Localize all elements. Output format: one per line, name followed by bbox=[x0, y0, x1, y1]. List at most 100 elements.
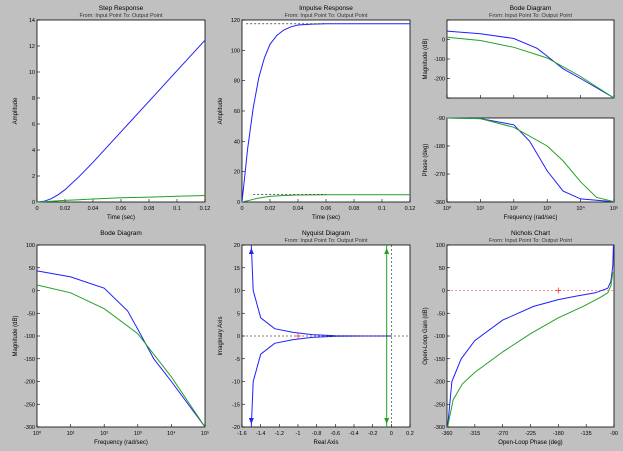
chart-subtitle: From: Input Point To: Output Point bbox=[284, 238, 368, 244]
y-tick-label: -300 bbox=[434, 425, 445, 431]
y-tick-label: 0 bbox=[237, 200, 240, 206]
y-tick-label: -300 bbox=[24, 425, 35, 431]
x-tick-label: 0.06 bbox=[321, 206, 332, 212]
y-tick-label: 8 bbox=[32, 96, 35, 102]
axes-box bbox=[36, 244, 206, 428]
series-1-green-line bbox=[36, 195, 206, 203]
axes-box bbox=[446, 244, 615, 428]
y-axis-label: Imaginary Axis bbox=[218, 316, 224, 355]
x-tick-label: -360 bbox=[441, 431, 452, 437]
y-tick-label: -15 bbox=[232, 402, 240, 408]
y-tick-label: -250 bbox=[24, 402, 35, 408]
x-axis-label: Open-Loop Phase (deg) bbox=[498, 440, 562, 446]
y-axis-label: Magnitude (dB) bbox=[423, 38, 429, 79]
y-axis-label: Amplitude bbox=[218, 97, 224, 124]
x-tick-label: 10⁴ bbox=[576, 205, 585, 212]
arrow-up-icon bbox=[384, 248, 390, 254]
x-tick-label: 0.2 bbox=[406, 431, 414, 437]
x-tick-label: -0.6 bbox=[331, 431, 340, 437]
chart-5: -360 -315 -270 -225 -180 -135 -90 -300 -250 -200 -… bbox=[423, 243, 618, 437]
chart-2-panel-0: -200 -100 0 Magnitude (dB) bbox=[423, 19, 615, 99]
chart-0: 0 0.02 0.04 0.06 0.08 0.1 0.12 0 2 4 6 8 10 12 14 Ampli… bbox=[13, 18, 210, 212]
x-tick-label: 10³ bbox=[134, 431, 142, 437]
x-tick-label: -0.2 bbox=[368, 431, 377, 437]
critical-point-marker bbox=[295, 333, 301, 339]
chart-title: Nyquist Diagram bbox=[302, 230, 350, 237]
y-tick-label: -50 bbox=[437, 311, 445, 317]
series-1-green-line bbox=[446, 117, 615, 203]
y-tick-label: -150 bbox=[24, 357, 35, 363]
chart-title: Bode Diagram bbox=[100, 230, 142, 237]
y-tick-label: 100 bbox=[231, 48, 240, 54]
series-0-blue-line bbox=[241, 23, 410, 203]
series-0-blue-line bbox=[36, 39, 206, 203]
chart-2-panel-1: 10⁰ 10¹ 10² 10³ 10⁴ 10⁵ -360 -270 -180 -90 Phase (… bbox=[423, 116, 618, 212]
x-tick-label: -270 bbox=[497, 431, 508, 437]
x-tick-label: -1.2 bbox=[275, 431, 284, 437]
x-tick-label: 0 bbox=[390, 431, 393, 437]
series-1-green-line bbox=[446, 36, 615, 99]
chart-title: Nichols Chart bbox=[511, 230, 550, 237]
x-tick-label: -90 bbox=[610, 431, 618, 437]
y-tick-label: -100 bbox=[434, 334, 445, 340]
chart-subtitle: From: Input Point To: Output Point bbox=[489, 238, 573, 244]
x-tick-label: 10⁵ bbox=[201, 430, 209, 437]
y-tick-label: 14 bbox=[29, 18, 35, 24]
x-tick-label: 0 bbox=[240, 206, 243, 212]
x-tick-label: 10⁴ bbox=[167, 430, 176, 437]
x-tick-label: 0.1 bbox=[378, 206, 386, 212]
x-tick-label: -315 bbox=[469, 431, 480, 437]
x-tick-label: 0 bbox=[35, 206, 38, 212]
y-tick-label: -200 bbox=[434, 380, 445, 386]
y-tick-label: -200 bbox=[24, 380, 35, 386]
x-axis-label: Time (sec) bbox=[107, 215, 135, 221]
chart-subtitle: From: Input Point To: Output Point bbox=[489, 13, 573, 19]
y-tick-label: -100 bbox=[434, 57, 445, 63]
y-tick-label: -150 bbox=[434, 357, 445, 363]
y-tick-label: 40 bbox=[234, 139, 240, 145]
y-tick-label: -90 bbox=[437, 116, 445, 122]
y-tick-label: -100 bbox=[24, 334, 35, 340]
x-tick-label: 10⁰ bbox=[33, 430, 42, 437]
y-tick-label: 10 bbox=[234, 289, 240, 295]
y-axis-label: Phase (deg) bbox=[423, 144, 429, 177]
y-tick-label: 0 bbox=[442, 38, 445, 44]
x-tick-label: 10² bbox=[100, 431, 108, 437]
x-tick-label: 0.06 bbox=[116, 206, 127, 212]
series-0-blue-line bbox=[446, 30, 615, 99]
x-tick-label: -0.8 bbox=[312, 431, 321, 437]
y-tick-label: 2 bbox=[32, 174, 35, 180]
y-tick-label: -360 bbox=[434, 200, 445, 206]
arrow-up-icon bbox=[248, 248, 254, 254]
x-tick-label: 0.04 bbox=[293, 206, 304, 212]
x-tick-label: -0.4 bbox=[349, 431, 358, 437]
y-tick-label: 100 bbox=[26, 243, 35, 249]
x-tick-label: -180 bbox=[553, 431, 564, 437]
x-tick-label: 0.12 bbox=[405, 206, 416, 212]
x-tick-label: 0.08 bbox=[144, 206, 155, 212]
axes-box bbox=[36, 19, 206, 203]
x-tick-label: 0.08 bbox=[349, 206, 360, 212]
x-tick-label: 0.1 bbox=[173, 206, 181, 212]
y-tick-label: 10 bbox=[29, 70, 35, 76]
x-tick-label: 0.02 bbox=[265, 206, 276, 212]
y-tick-label: 60 bbox=[234, 109, 240, 115]
chart-1: 0 0.02 0.04 0.06 0.08 0.1 0.12 0 20 40 60 80 100 120 A… bbox=[218, 18, 415, 212]
series-0-blue-line bbox=[36, 270, 206, 428]
axes-box bbox=[241, 19, 411, 203]
y-tick-label: -10 bbox=[232, 380, 240, 386]
y-tick-label: 50 bbox=[439, 266, 445, 272]
x-axis-label: Time (sec) bbox=[312, 215, 340, 221]
x-tick-label: 10⁵ bbox=[610, 205, 618, 212]
y-axis-label: Amplitude bbox=[13, 97, 19, 124]
y-tick-label: 5 bbox=[237, 311, 240, 317]
chart-3: 10⁰ 10¹ 10² 10³ 10⁴ 10⁵ -300 -250 -200 -150 -100 -5… bbox=[13, 243, 209, 437]
x-tick-label: -1 bbox=[296, 431, 301, 437]
x-tick-label: -225 bbox=[525, 431, 536, 437]
series-1-blue-line bbox=[250, 335, 392, 428]
series-1-green-line bbox=[36, 284, 206, 428]
x-tick-label: 10² bbox=[510, 206, 518, 212]
y-tick-label: -20 bbox=[232, 425, 240, 431]
y-tick-label: -270 bbox=[434, 172, 445, 178]
y-tick-label: 12 bbox=[29, 44, 35, 50]
